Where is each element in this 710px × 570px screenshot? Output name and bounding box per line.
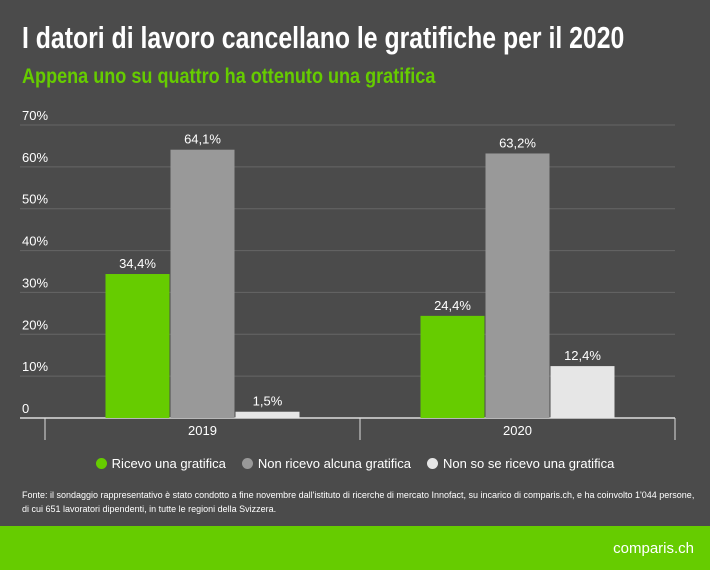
data-label: 1,5% [253, 394, 283, 409]
data-label: 63,2% [499, 135, 536, 150]
y-tick-label: 10% [22, 359, 48, 374]
y-tick-label: 40% [22, 234, 48, 249]
legend-item: Non so se ricevo una gratifica [427, 456, 614, 471]
data-label: 64,1% [184, 132, 221, 147]
data-label: 34,4% [119, 256, 156, 271]
bar [105, 274, 170, 418]
y-tick-label: 70% [22, 108, 48, 123]
legend-label: Non so se ricevo una gratifica [443, 456, 615, 471]
legend-label: Non ricevo alcuna gratifica [257, 456, 412, 471]
x-tick-label: 2020 [503, 423, 532, 438]
footer-bar: comparis.ch [0, 526, 710, 570]
legend-swatch [427, 458, 439, 469]
bar [485, 153, 550, 418]
chart-title: I datori di lavoro cancellano le gratifi… [22, 20, 625, 55]
bar [170, 149, 235, 418]
source-note: Fonte: il sondaggio rappresentativo è st… [22, 490, 695, 514]
y-tick-label: 60% [22, 150, 48, 165]
chart-subtitle: Appena uno su quattro ha ottenuto una gr… [22, 65, 436, 88]
comparis-logo: comparis.ch [613, 540, 694, 557]
legend-swatch [241, 458, 253, 469]
data-label: 12,4% [564, 348, 601, 363]
legend-item: Non ricevo alcuna gratifica [241, 456, 412, 471]
y-tick-label: 0 [22, 401, 29, 416]
y-tick-label: 20% [22, 317, 48, 332]
legend-item: Ricevo una gratifica [95, 456, 226, 471]
bar [550, 366, 615, 418]
y-tick-label: 30% [22, 275, 48, 290]
bar-chart: 0 10% 20% 30% 40% 50% 60% 70% 2019 34,4% 64,1% 1,5%… [20, 108, 676, 440]
legend: Ricevo una gratifica Non ricevo alcuna g… [0, 456, 710, 471]
x-tick-label: 2019 [188, 423, 217, 438]
legend-label: Ricevo una gratifica [111, 456, 226, 471]
legend-swatch [95, 458, 107, 469]
bar [420, 315, 485, 418]
y-tick-label: 50% [22, 192, 48, 207]
bar [235, 411, 300, 418]
data-label: 24,4% [434, 298, 471, 313]
